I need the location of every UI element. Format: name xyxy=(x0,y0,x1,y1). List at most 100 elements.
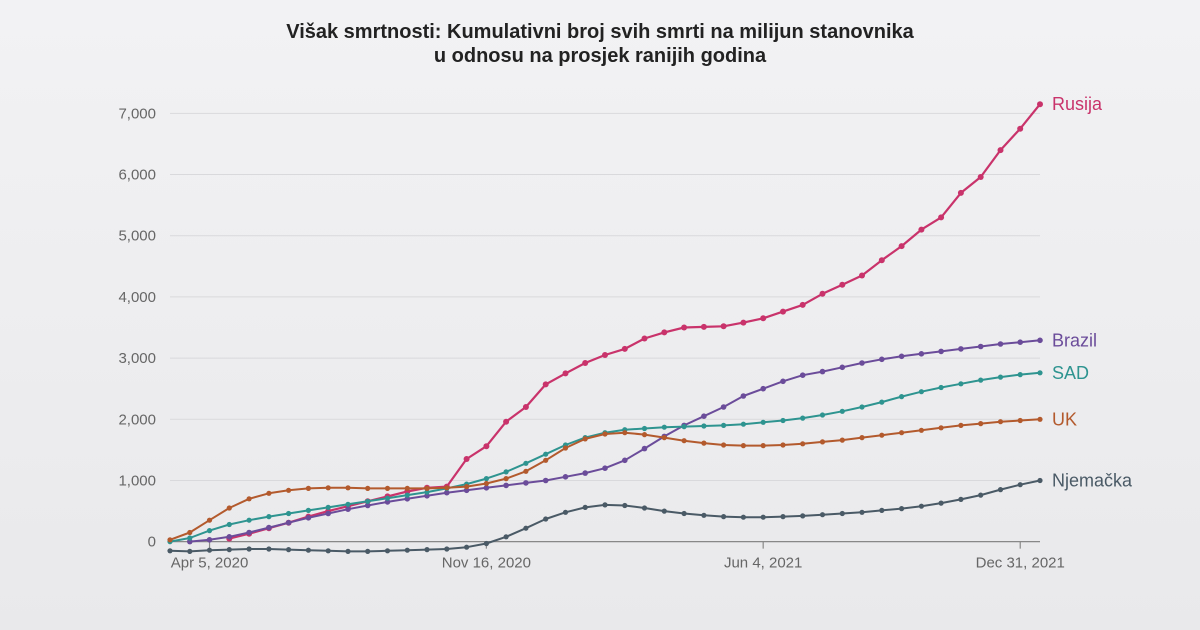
series-marker xyxy=(859,510,864,515)
series-marker xyxy=(543,478,549,484)
series-marker xyxy=(859,273,865,279)
series-marker xyxy=(602,352,608,358)
series-marker xyxy=(504,476,509,481)
series-marker xyxy=(721,514,726,519)
series-marker xyxy=(978,493,983,498)
series-marker xyxy=(543,458,548,463)
series-marker xyxy=(741,393,747,399)
series-marker xyxy=(1018,482,1023,487)
series-marker xyxy=(227,547,232,552)
series-marker xyxy=(563,370,569,376)
series-marker xyxy=(958,346,964,352)
series-marker xyxy=(760,386,766,392)
series-marker xyxy=(365,499,370,504)
series-marker xyxy=(780,379,786,385)
series-marker xyxy=(1037,417,1042,422)
series-marker xyxy=(563,510,568,515)
series-marker xyxy=(543,381,549,387)
series-marker xyxy=(167,537,172,542)
series-marker xyxy=(563,445,568,450)
series-label-brazil: Brazil xyxy=(1052,330,1097,350)
series-marker xyxy=(701,513,706,518)
series-marker xyxy=(583,505,588,510)
series-marker xyxy=(701,413,707,419)
series-marker xyxy=(286,511,291,516)
series-marker xyxy=(405,486,410,491)
series-marker xyxy=(503,419,509,425)
series-marker xyxy=(602,465,608,471)
series-marker xyxy=(523,469,528,474)
series-marker xyxy=(227,534,233,540)
series-marker xyxy=(345,485,350,490)
series-marker xyxy=(642,446,648,452)
series-marker xyxy=(879,257,885,263)
series-marker xyxy=(938,349,944,355)
chart-title-line2: u odnosu na prosjek ranijih godina xyxy=(434,45,767,67)
series-marker xyxy=(286,547,291,552)
series-marker xyxy=(939,425,944,430)
series-marker xyxy=(582,470,588,476)
series-marker xyxy=(642,426,647,431)
series-marker xyxy=(1017,339,1023,345)
series-marker xyxy=(919,504,924,509)
series-marker xyxy=(721,423,726,428)
series-marker xyxy=(326,505,331,510)
series-marker xyxy=(899,430,904,435)
series-marker xyxy=(978,174,984,180)
series-marker xyxy=(859,360,865,366)
x-tick-label: Jun 4, 2021 xyxy=(724,555,802,572)
series-label-sad: SAD xyxy=(1052,363,1089,383)
series-marker xyxy=(306,486,311,491)
series-marker xyxy=(1037,101,1043,107)
series-marker xyxy=(543,452,548,457)
series-marker xyxy=(523,404,529,410)
series-marker xyxy=(523,480,529,486)
series-marker xyxy=(207,537,213,543)
series-marker xyxy=(721,404,727,410)
series-marker xyxy=(879,508,884,513)
series-marker xyxy=(167,548,172,553)
series-marker xyxy=(365,549,370,554)
chart-title-line1: Višak smrtnosti: Kumulativni broj svih s… xyxy=(286,21,914,43)
series-marker xyxy=(721,442,726,447)
series-marker xyxy=(701,441,706,446)
series-marker xyxy=(998,341,1004,347)
series-marker xyxy=(464,484,469,489)
series-marker xyxy=(227,505,232,510)
series-marker xyxy=(780,442,785,447)
series-marker xyxy=(1017,126,1023,132)
series-marker xyxy=(741,422,746,427)
series-marker xyxy=(682,424,687,429)
series-marker xyxy=(662,425,667,430)
series-marker xyxy=(247,496,252,501)
series-marker xyxy=(1037,478,1042,483)
series-marker xyxy=(484,476,489,481)
series-marker xyxy=(859,404,864,409)
series-marker xyxy=(207,528,212,533)
series-marker xyxy=(761,420,766,425)
series-marker xyxy=(919,351,925,357)
series-marker xyxy=(800,513,805,518)
series-marker xyxy=(899,354,905,360)
series-marker xyxy=(958,381,963,386)
series-marker xyxy=(800,441,805,446)
series-marker xyxy=(859,435,864,440)
series-marker xyxy=(682,438,687,443)
series-marker xyxy=(266,514,271,519)
series-marker xyxy=(306,548,311,553)
x-tick-label: Dec 31, 2021 xyxy=(976,555,1065,572)
series-marker xyxy=(938,214,944,220)
series-marker xyxy=(642,336,648,342)
series-label-njemačka: Njemačka xyxy=(1052,470,1133,490)
series-marker xyxy=(820,512,825,517)
series-marker xyxy=(800,372,806,378)
series-marker xyxy=(721,323,727,329)
series-marker xyxy=(741,443,746,448)
series-marker xyxy=(602,431,607,436)
series-line-uk xyxy=(170,419,1040,540)
series-marker xyxy=(622,430,627,435)
series-marker xyxy=(761,515,766,520)
series-marker xyxy=(899,243,905,249)
y-tick-label: 0 xyxy=(148,534,156,551)
series-marker xyxy=(582,360,588,366)
